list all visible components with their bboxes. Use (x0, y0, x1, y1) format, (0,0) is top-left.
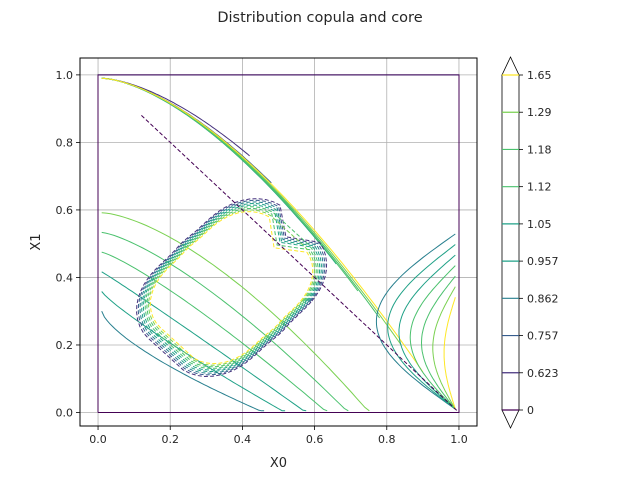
contour-line (101, 310, 265, 412)
colorbar-tick-label: 1.29 (527, 106, 552, 119)
x-tick-label: 0.8 (378, 433, 396, 446)
y-tick-label: 0.6 (56, 204, 74, 217)
contour-line (398, 254, 456, 410)
x-tick-label: 0.6 (306, 433, 324, 446)
contour-line-dashed (149, 211, 314, 365)
contour-line-dashed (144, 206, 319, 369)
colorbar-tick-label: 1.18 (527, 143, 552, 156)
colorbar-tick-label: 0 (527, 404, 534, 417)
colorbar-frame (501, 74, 520, 411)
y-axis-label: X1 (29, 233, 44, 250)
colorbar-tick-label: 0.757 (527, 330, 559, 343)
x-tick-label: 0.4 (234, 433, 252, 446)
contour-line-dashed (146, 207, 317, 368)
x-ticks: 0.0 0.2 0.4 0.6 0.8 1.0 (89, 426, 468, 446)
plot-frame (79, 57, 478, 427)
contour-line (420, 275, 456, 410)
x-tick-label: 0.0 (89, 433, 107, 446)
contour-line (101, 291, 286, 412)
colorbar-tick-label: 0.957 (527, 255, 559, 268)
contour-line-dashed (148, 209, 316, 366)
contour-line-dashed (142, 204, 321, 371)
contour-line (101, 231, 349, 412)
contour-line (375, 233, 456, 410)
contour-line-dashed (136, 198, 328, 378)
y-tick-label: 0.0 (56, 406, 74, 419)
contour-line (409, 265, 456, 410)
contour-line (432, 286, 456, 410)
grid (80, 58, 477, 426)
x-tick-label: 0.2 (161, 433, 179, 446)
colorbar-tick-label: 0.623 (527, 367, 559, 380)
x-axis-label: X0 (270, 456, 287, 471)
contour-line-dashed (141, 115, 460, 413)
y-tick-label: 0.4 (56, 271, 74, 284)
contour-line (97, 74, 460, 413)
colorbar-tick-label: 1.65 (527, 69, 552, 82)
colorbar: 0 0.623 0.757 0.862 0.957 1.05 1.12 1.18 1.29 1.6… (501, 56, 559, 429)
colorbar-tick-label: 1.05 (527, 218, 552, 231)
colorbar-tick-label: 1.12 (527, 181, 552, 194)
contour-lines (97, 74, 460, 413)
colorbar-tick-label: 0.862 (527, 292, 559, 305)
plot-area: 0.0 0.2 0.4 0.6 0.8 1.0 0.0 0.2 0.4 0.6 0.8 1.0 X0… (29, 57, 478, 471)
contour-line (101, 251, 328, 412)
y-ticks: 0.0 0.2 0.4 0.6 0.8 1.0 (56, 69, 80, 419)
contour-line (101, 212, 370, 412)
contour-line (101, 77, 424, 373)
contour-line-dashed (141, 202, 322, 373)
contour-line (443, 297, 456, 410)
contour-line-dashed (137, 199, 326, 376)
contour-line-dashed (139, 201, 324, 374)
y-tick-label: 1.0 (56, 69, 74, 82)
contour-line (101, 271, 307, 412)
y-tick-label: 0.2 (56, 339, 74, 352)
contour-line (387, 244, 456, 410)
chart-title: Distribution copula and core (217, 10, 422, 26)
y-tick-label: 0.8 (56, 136, 74, 149)
x-tick-label: 1.0 (450, 433, 468, 446)
